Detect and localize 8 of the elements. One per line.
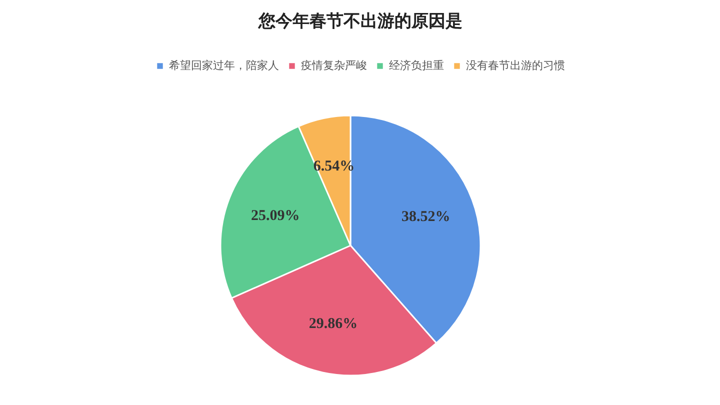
- data-label: 29.86%: [308, 316, 358, 332]
- data-label: 25.09%: [251, 208, 300, 224]
- chart-title: 您今年春节不出游的原因是: [258, 12, 462, 30]
- legend-label: 没有春节出游的习惯: [466, 59, 565, 73]
- legend-label: 经济负担重: [389, 58, 444, 73]
- legend-label: 疫情复杂严峻: [301, 59, 367, 73]
- legend-label: 希望回家过年，陪家人: [169, 58, 279, 73]
- data-label: 38.52%: [402, 209, 450, 226]
